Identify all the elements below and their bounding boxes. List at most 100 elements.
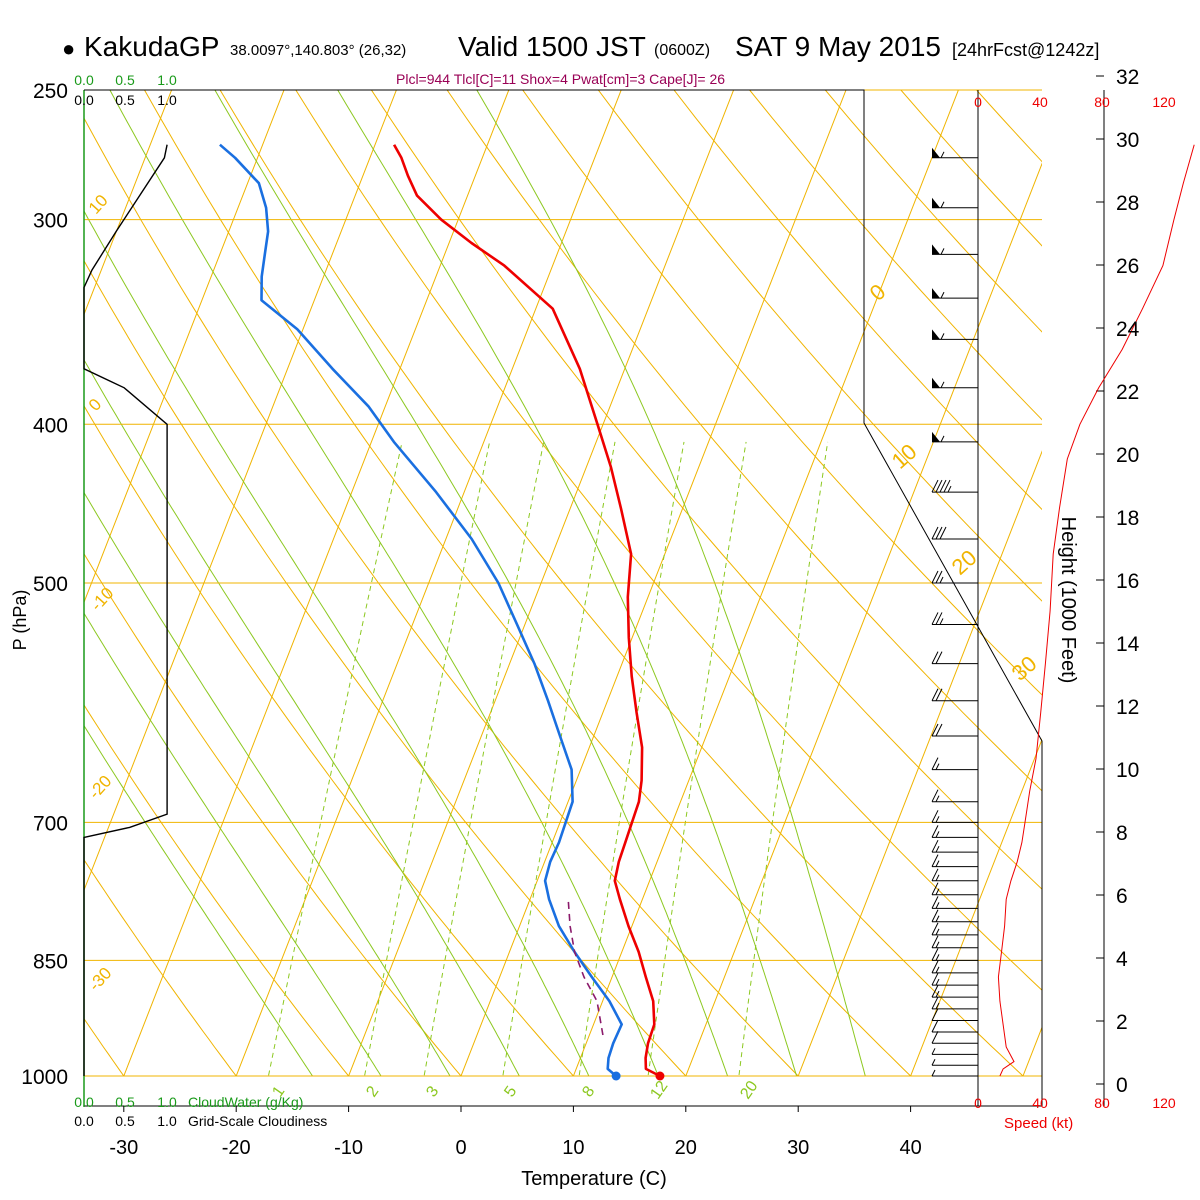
mixing-ratio-line	[423, 441, 545, 1076]
wind-barb-full	[931, 688, 939, 701]
wind-barb	[931, 1069, 978, 1077]
speed-tick-label-bottom: 0	[974, 1095, 982, 1111]
height-tick-label: 2	[1116, 1011, 1128, 1034]
wind-barb	[931, 996, 978, 1010]
wind-barb-full	[935, 570, 943, 584]
wind-barb	[931, 909, 978, 923]
speed-tick-label-top: 120	[1152, 94, 1176, 110]
wind-barb	[931, 723, 978, 737]
height-axis-title: Height (1000 Feet)	[1057, 517, 1079, 684]
mixing-ratio-label: 5	[501, 1083, 520, 1100]
wind-barb-half	[935, 902, 940, 909]
dry-adiabat-line	[748, 90, 1042, 421]
mixing-ratio-label: 12	[647, 1078, 671, 1102]
moist-adiabat-line	[84, 209, 590, 1076]
wind-barb	[931, 1008, 978, 1022]
wind-barb	[931, 922, 978, 936]
wind-barb	[931, 789, 978, 803]
station-coords: 38.0097°,140.803° (26,32)	[230, 42, 407, 59]
wind-barb	[931, 960, 978, 974]
dry-adiabat-line	[370, 90, 1042, 890]
dry-adiabat-line	[446, 90, 1042, 792]
valid-utc: (0600Z)	[654, 42, 711, 59]
dry-adiabat-line	[295, 90, 1042, 991]
mixing-ratio-line	[267, 441, 403, 1076]
wind-barb-full	[931, 723, 939, 737]
cloudwater-tick-label-top: 1.0	[157, 72, 177, 88]
cloudiness-profile	[83, 144, 168, 1076]
moist-adiabat-line	[84, 491, 451, 1076]
wind-barb-half	[939, 618, 944, 625]
wind-barb-half	[940, 151, 945, 159]
isotherm-line	[348, 90, 735, 1076]
dry-adiabat-line	[597, 90, 1042, 602]
wind-barb-pennant	[932, 244, 940, 255]
moist-adiabat-label: 30	[1007, 651, 1042, 686]
wind-barb	[931, 1019, 978, 1033]
wind-barb-half	[940, 381, 945, 389]
wind-barb-full	[931, 996, 939, 1010]
height-tick-label: 20	[1116, 444, 1139, 467]
wind-barb-full	[931, 868, 939, 882]
wind-barb	[931, 612, 978, 625]
moist-adiabat-label: 20	[947, 545, 982, 580]
wind-barb-full	[935, 723, 943, 737]
wind-barbs	[931, 147, 978, 1077]
wind-barb-full	[931, 1031, 939, 1044]
wind-barb-full	[931, 839, 939, 853]
speed-tick-label-bottom: 40	[1032, 1095, 1048, 1111]
wind-barb-half	[935, 941, 940, 948]
wind-barb-half	[940, 291, 945, 299]
wind-barb-half	[939, 576, 944, 584]
isotherm-line	[572, 90, 959, 1076]
wind-barb-half	[940, 248, 945, 255]
wind-barb	[932, 244, 978, 255]
height-tick-label: 12	[1116, 696, 1139, 719]
height-tick-label: 22	[1116, 381, 1139, 404]
valid-date: SAT 9 May 2015	[735, 31, 941, 62]
cloudwater-tick-label-bottom: 0.0	[74, 1094, 94, 1110]
wind-barb-half	[935, 831, 940, 838]
wind-barb-full	[931, 984, 939, 998]
wind-barb	[932, 147, 978, 159]
cloudiness-tick-label-bottom: 0.0	[74, 1113, 94, 1129]
wind-barb-pennant	[932, 329, 940, 340]
right-boundary-line	[84, 89, 1043, 1106]
wind-barb	[931, 1059, 978, 1066]
wind-barb	[931, 1031, 978, 1044]
dry-adiabat-line	[143, 90, 912, 1076]
pressure-tick-label: 700	[33, 812, 68, 835]
moist-adiabat-line	[109, 90, 659, 1076]
wind-barb-pennant	[932, 288, 940, 299]
y-axis-title: P (hPa)	[10, 590, 30, 651]
wind-barb-full	[931, 612, 939, 625]
wind-barb-half	[931, 1069, 936, 1077]
wind-barb-pennant	[932, 377, 940, 388]
cloudwater-tick-label-top: 0.0	[74, 72, 94, 88]
wind-barb-half	[935, 874, 940, 882]
wind-barb	[931, 570, 978, 584]
wind-barb-full	[935, 479, 943, 493]
moist-adiabat-line	[476, 90, 866, 1076]
dry-adiabat-label: -30	[85, 964, 116, 995]
dry-adiabat-label: -20	[85, 772, 116, 803]
cloudiness-axis-title: Grid-Scale Cloudiness	[188, 1113, 327, 1129]
wind-barb	[931, 839, 978, 853]
wind-barb-pennant	[932, 197, 940, 208]
speed-tick-label-bottom: 120	[1152, 1095, 1176, 1111]
temperature-tick-label: -10	[334, 1137, 363, 1159]
wind-barb-full	[931, 854, 939, 867]
wind-barb	[931, 651, 978, 665]
pressure-tick-label: 250	[33, 80, 68, 103]
wind-barb-full	[931, 960, 939, 974]
height-tick-label: 18	[1116, 507, 1139, 530]
cloudiness-tick-label-top: 0.5	[115, 92, 135, 108]
cloudiness-tick-label-top: 1.0	[157, 92, 177, 108]
cloudiness-tick-label-bottom: 0.5	[115, 1113, 135, 1129]
pressure-tick-label: 300	[33, 210, 68, 233]
wind-barb-pennant	[932, 431, 940, 442]
sounding-series	[219, 143, 665, 1081]
cloudiness-tick-label-bottom: 1.0	[157, 1113, 177, 1129]
pressure-tick-label: 500	[33, 573, 68, 596]
